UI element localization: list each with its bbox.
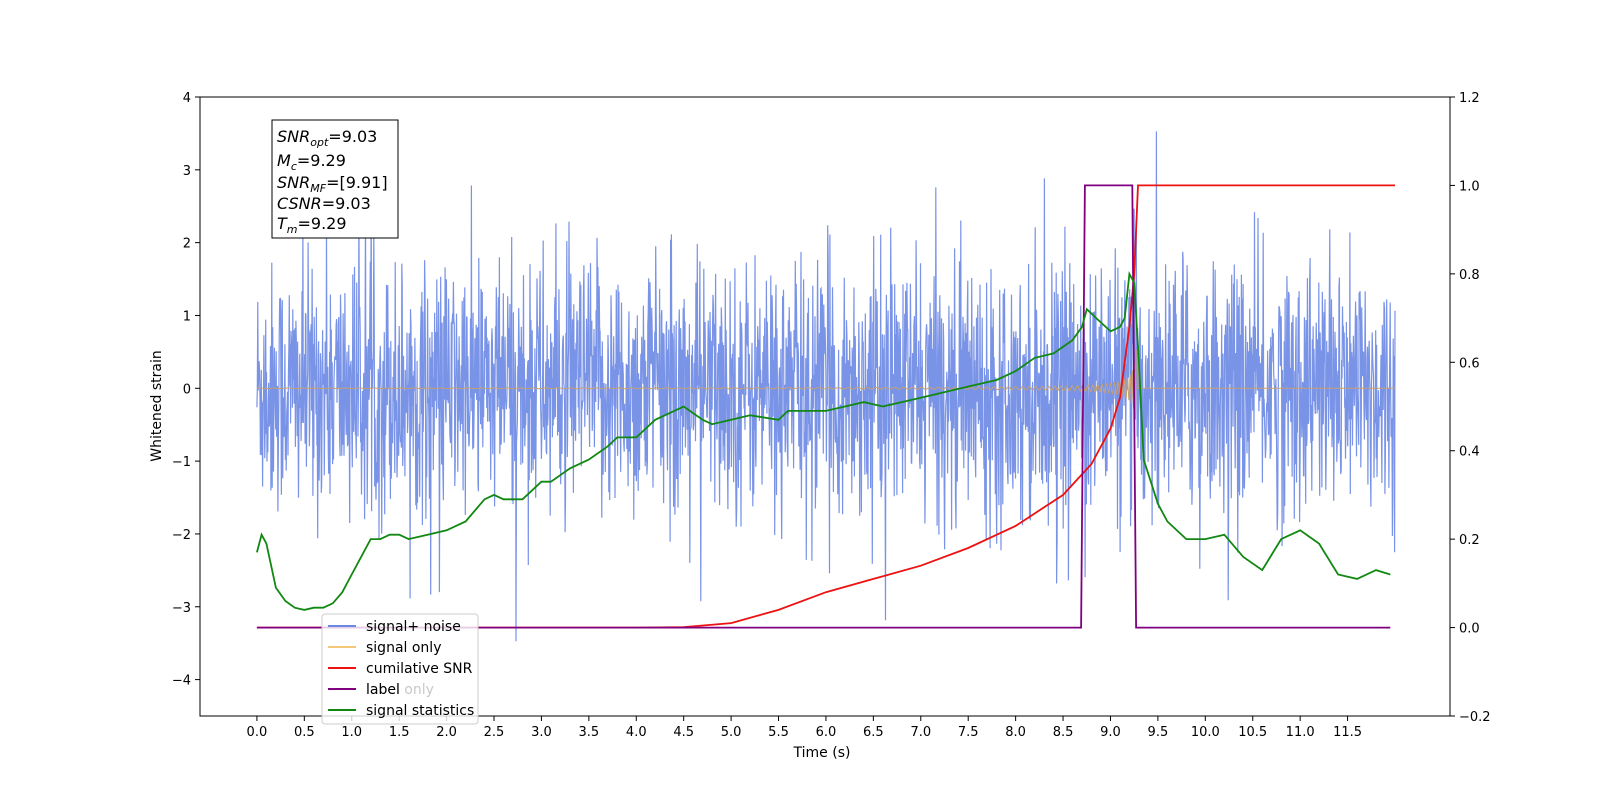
x-tick-label: 6.5 (863, 725, 884, 740)
y-left-tick-label: −3 (172, 601, 191, 616)
x-tick-label: 1.0 (341, 725, 362, 740)
y-right-tick-label: −0.2 (1459, 710, 1491, 725)
y-left-tick-label: −1 (172, 455, 191, 470)
x-tick-label: 3.0 (531, 725, 552, 740)
x-tick-label: 8.5 (1053, 725, 1074, 740)
legend: label only signal+ noise signal only cum… (321, 613, 479, 725)
x-tick-label: 3.5 (579, 725, 600, 740)
legend-label-cumulative-snr: cumilative SNR (366, 661, 473, 677)
x-tick-label: 11.5 (1333, 725, 1362, 740)
legend-label-signal-statistics: signal statistics (366, 703, 474, 719)
x-tick-label: 11.0 (1286, 725, 1315, 740)
legend-overlaid-text: label only (366, 682, 434, 698)
legend-label-label: label (366, 682, 400, 698)
y-right-tick-label: 1.2 (1459, 91, 1480, 106)
signal-only-series (256, 350, 1395, 420)
y-right-tick-label: 0.2 (1459, 533, 1480, 548)
signal-statistics-line (256, 270, 1391, 611)
y-left-tick-label: −2 (172, 528, 191, 543)
y-right-axis-ticks: 1.2 1.0 0.8 0.6 0.4 0.2 0.0 −0.2 (1450, 91, 1491, 725)
x-tick-label: 8.0 (1005, 725, 1026, 740)
x-tick-label: 10.5 (1238, 725, 1267, 740)
info-box: SNRopt=9.03 Mc=9.29 SNRMF=[9.91] CSNR=9.… (271, 119, 399, 239)
signal-noise-trace (256, 131, 1396, 642)
y-right-tick-label: 1.0 (1459, 179, 1480, 194)
x-tick-label: 6.0 (816, 725, 837, 740)
info-csnr: CSNR=9.03 (277, 194, 371, 213)
signal-noise-series (256, 131, 1396, 642)
y-left-tick-label: 4 (183, 91, 191, 106)
x-tick-label: 7.0 (910, 725, 931, 740)
info-mc: Mc=9.29 (277, 151, 346, 173)
x-tick-label: 5.0 (721, 725, 742, 740)
y-left-axis-label: Whitened strain (149, 350, 165, 461)
y-right-tick-label: 0.8 (1459, 268, 1480, 283)
signal-only-trace (256, 350, 1395, 420)
x-tick-label: 2.5 (484, 725, 505, 740)
x-tick-label: 10.0 (1191, 725, 1220, 740)
info-tm: Tm=9.29 (277, 214, 347, 236)
x-axis-label: Time (s) (793, 745, 851, 761)
x-tick-label: 1.5 (389, 725, 410, 740)
y-left-tick-label: 0 (183, 382, 191, 397)
x-tick-label: 7.5 (958, 725, 979, 740)
label-line (256, 184, 1391, 629)
x-tick-label: 2.0 (436, 725, 457, 740)
legend-label-signal-noise: signal+ noise (366, 619, 461, 635)
x-tick-label: 0.0 (247, 725, 268, 740)
info-snr-opt: SNRopt=9.03 (277, 127, 377, 149)
x-tick-label: 9.0 (1100, 725, 1121, 740)
y-left-axis-ticks: 4 3 2 1 0 −1 −2 −3 −4 (172, 91, 200, 689)
x-tick-label: 9.5 (1148, 725, 1169, 740)
y-right-tick-label: 0.6 (1459, 356, 1480, 371)
cumulative-snr-line (256, 184, 1395, 629)
info-snr-mf: SNRMF=[9.91] (277, 173, 388, 195)
y-right-tick-label: 0.4 (1459, 445, 1480, 460)
x-tick-label: 0.5 (294, 725, 315, 740)
y-right-tick-label: 0.0 (1459, 622, 1480, 637)
x-axis-ticks: 0.0 0.5 1.0 1.5 2.0 2.5 3.0 3.5 4.0 4.5 5.0 5.5 6.0 6… (247, 716, 1362, 740)
y-left-tick-label: −4 (172, 674, 191, 689)
x-tick-label: 5.5 (768, 725, 789, 740)
x-tick-label: 4.5 (673, 725, 694, 740)
plot-frame (199, 96, 1451, 717)
y-left-tick-label: 3 (183, 164, 191, 179)
y-left-tick-label: 2 (183, 237, 191, 252)
x-tick-label: 4.0 (626, 725, 647, 740)
y-left-tick-label: 1 (183, 309, 191, 324)
legend-label-signal-only: signal only (366, 640, 441, 656)
